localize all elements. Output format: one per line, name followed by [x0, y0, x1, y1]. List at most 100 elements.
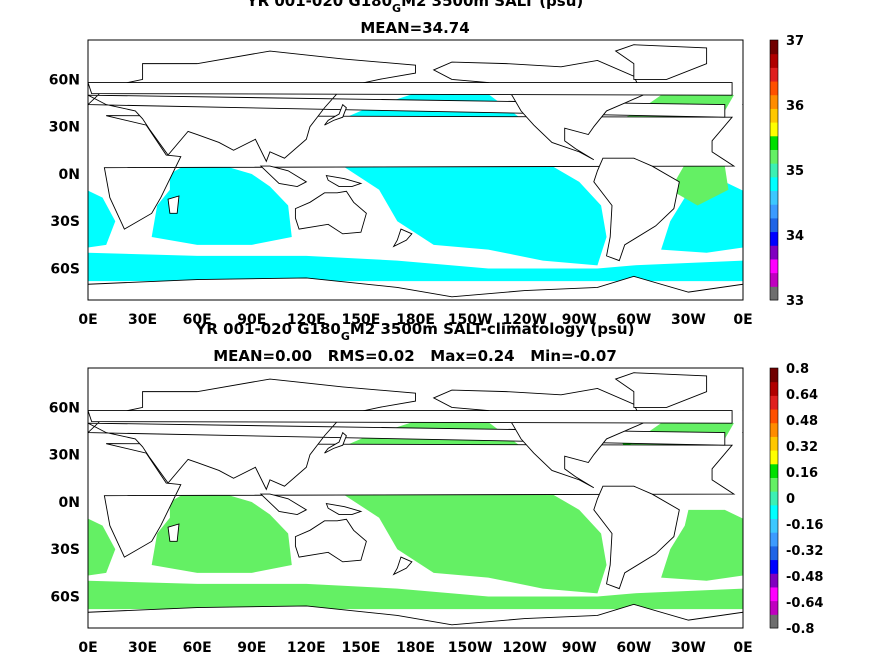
coastline	[88, 275, 743, 300]
coastline	[259, 165, 308, 188]
colorbar-swatch	[770, 67, 778, 82]
coastline	[823, 524, 834, 541]
x-tick-label: 150E	[342, 640, 381, 656]
panel2-stats: MEAN=0.00 RMS=0.02 Max=0.24 Min=-0.07	[213, 347, 617, 365]
x-tick-label: 180E	[396, 640, 435, 656]
x-tick-label: 0E	[733, 312, 752, 328]
colorbar-swatch	[770, 504, 778, 520]
colorbar-tick-label: 36	[786, 99, 804, 114]
data-field-region	[670, 158, 729, 206]
coastline	[741, 95, 743, 106]
colorbar-swatch	[770, 122, 778, 137]
map-plot-area	[0, 39, 875, 301]
colorbar-tick-label: 0.32	[786, 440, 818, 455]
coastline	[259, 493, 308, 516]
colorbar-swatch	[770, 94, 778, 109]
data-field-region	[88, 580, 743, 610]
colorbar-swatch	[770, 149, 778, 164]
x-tick-label: 0E	[78, 312, 97, 328]
y-tick-label: 0N	[59, 495, 80, 511]
x-tick-label: 120W	[502, 312, 547, 328]
map-plot-area	[0, 367, 834, 629]
coastline	[0, 373, 52, 408]
colorbar-swatch	[770, 614, 778, 629]
data-field-region	[88, 252, 743, 282]
coastline	[823, 196, 834, 213]
coastline	[324, 431, 347, 454]
coastline	[0, 158, 24, 260]
y-tick-label: 60S	[50, 261, 80, 277]
colorbar-tick-label: -0.32	[786, 544, 823, 559]
coastline	[0, 45, 52, 80]
colorbar-swatch	[770, 409, 778, 424]
x-tick-label: 90W	[562, 640, 597, 656]
panel-salt: YR 001-020 G180GM2 3500m SALT (psu) MEAN…	[0, 0, 875, 328]
coastline	[392, 556, 413, 576]
colorbar-tick-label: -0.64	[786, 596, 823, 611]
y-tick-label: 0N	[59, 167, 80, 183]
coastline	[0, 51, 70, 161]
data-field-region	[151, 158, 292, 245]
panel2-title: YR 001-020 G180GM2 3500m SALT-climatolog…	[195, 320, 635, 343]
panel-salt-anomaly: YR 001-020 G180GM2 3500m SALT-climatolog…	[0, 320, 834, 656]
colorbar-swatch	[770, 53, 778, 68]
coastline	[325, 174, 363, 187]
panel1-stats: MEAN=34.74	[360, 19, 469, 37]
coastline	[614, 44, 708, 80]
x-tick-label: 0E	[78, 640, 97, 656]
coastline	[88, 283, 89, 300]
colorbar-swatch	[770, 40, 778, 55]
coastline	[324, 103, 347, 126]
data-field-region	[151, 486, 292, 573]
colorbar-swatch	[770, 135, 778, 150]
x-tick-label: 150W	[448, 640, 493, 656]
y-tick-label: 60S	[50, 589, 80, 605]
x-axis-ticks: 0E 30E 60E 90E 120E 150E 180E 150W 120W 90W 60W 30W…	[78, 312, 752, 328]
x-tick-label: 90E	[237, 640, 266, 656]
colorbar-tick-label: 0.64	[786, 388, 818, 403]
y-axis-ticks: 60N 30N 0N 30S 60S	[49, 400, 80, 605]
coastline	[88, 410, 733, 424]
colorbar-tick-label: 35	[786, 164, 804, 179]
data-field-region	[88, 190, 116, 248]
coastline	[593, 485, 680, 590]
x-tick-label: 0E	[733, 640, 752, 656]
colorbar-swatch	[770, 108, 778, 123]
x-tick-label: 90E	[237, 312, 266, 328]
colorbar-swatch	[770, 217, 778, 233]
coastline	[167, 195, 180, 214]
x-tick-label: 60E	[183, 640, 212, 656]
colorbar-tick-label: -0.8	[786, 622, 814, 637]
colorbar-swatch	[770, 245, 778, 260]
colorbar-swatch	[770, 600, 778, 615]
data-field-region	[661, 181, 743, 253]
coastline	[294, 190, 367, 235]
coastline	[167, 523, 180, 542]
data-field-region	[743, 253, 875, 281]
colorbar-swatch	[770, 395, 778, 410]
colorbar-swatch	[770, 286, 778, 301]
coastline	[593, 157, 680, 262]
colorbar-swatch	[770, 436, 778, 451]
colorbar-swatch	[770, 176, 778, 192]
coastline	[88, 378, 726, 491]
colorbar-swatch	[770, 586, 778, 602]
colorbar-swatch	[770, 381, 778, 396]
y-tick-label: 60N	[49, 400, 80, 416]
colorbar-swatch	[770, 258, 778, 274]
colorbar-tick-label: -0.48	[786, 570, 823, 585]
y-axis-ticks: 60N 30N 0N 30S 60S	[49, 72, 80, 277]
coastline	[88, 611, 89, 628]
x-tick-label: 120W	[502, 640, 547, 656]
colorbar-tick-label: 0	[786, 492, 795, 507]
x-tick-label: 60W	[616, 640, 651, 656]
y-tick-label: 30N	[49, 120, 80, 136]
x-tick-label: 60E	[183, 312, 212, 328]
coastline	[88, 50, 726, 163]
x-tick-label: 120E	[287, 640, 326, 656]
colorbar-swatch	[770, 368, 778, 383]
coastline	[742, 82, 743, 84]
x-tick-label: 60W	[616, 312, 651, 328]
colorbar-tick-label: 0.16	[786, 466, 818, 481]
